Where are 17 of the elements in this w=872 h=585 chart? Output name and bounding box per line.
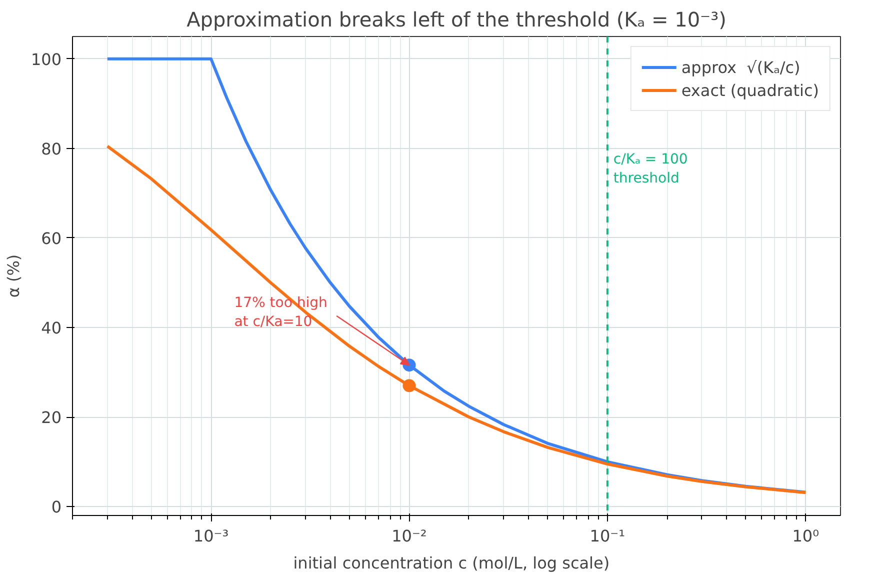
legend-label: approx √(Kₐ/c) bbox=[681, 58, 800, 76]
x-tick-label: 10⁻¹ bbox=[590, 526, 626, 546]
y-tick-label: 100 bbox=[30, 50, 62, 69]
y-tick-label: 40 bbox=[41, 318, 62, 338]
chart-title: Approximation breaks left of the threshold (Kₐ = 10⁻³) bbox=[186, 8, 726, 32]
x-axis-title: initial concentration c (mol/L, log scale) bbox=[293, 554, 610, 572]
y-tick-label: 60 bbox=[41, 228, 62, 248]
x-tick-label: 10⁻³ bbox=[193, 526, 229, 546]
y-tick-label: 80 bbox=[41, 139, 62, 158]
y-tick-label: 0 bbox=[51, 498, 62, 517]
x-tick-label: 10⁻² bbox=[392, 526, 427, 546]
annotation: 17% too high at c/Ka=10 bbox=[234, 294, 328, 330]
ref-line-label: c/Kₐ = 100 threshold bbox=[613, 151, 688, 186]
y-tick-label: 20 bbox=[41, 408, 62, 428]
y-axis-title: α (%) bbox=[4, 254, 23, 298]
legend-label: exact (quadratic) bbox=[681, 80, 819, 100]
x-tick-label: 10⁰ bbox=[792, 526, 819, 546]
